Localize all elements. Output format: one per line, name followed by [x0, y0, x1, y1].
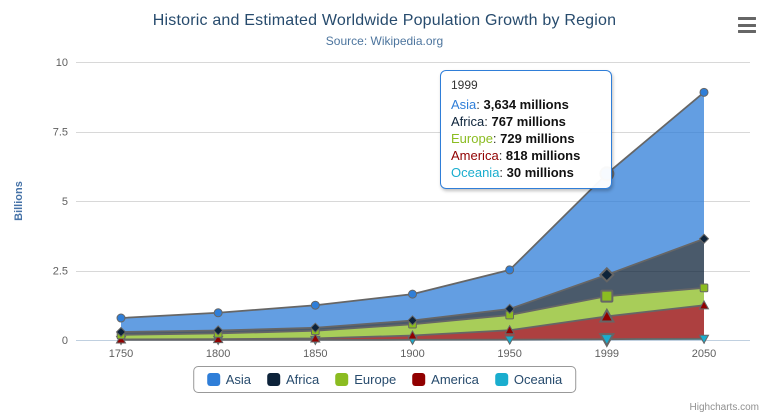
legend-label: America — [431, 372, 479, 387]
credits-link[interactable]: Highcharts.com — [689, 402, 759, 413]
y-axis-title: Billions — [13, 181, 25, 221]
x-tick-label: 1950 — [497, 348, 521, 360]
legend-item-oceania[interactable]: Oceania — [494, 372, 563, 387]
x-tick-label: 1999 — [595, 348, 619, 360]
legend: Asia Africa Europe America Oceania — [192, 366, 577, 393]
x-tick-label: 1850 — [303, 348, 327, 360]
series-area-africa[interactable] — [121, 238, 704, 335]
legend-swatch-africa — [267, 373, 281, 386]
legend-label: Europe — [354, 372, 397, 387]
legend-label: Africa — [286, 372, 320, 387]
hamburger-icon — [738, 17, 756, 20]
legend-swatch-asia — [206, 373, 220, 386]
legend-label: Oceania — [513, 372, 563, 387]
hamburger-icon — [738, 23, 756, 27]
x-tick-label: 1750 — [109, 348, 133, 360]
series-line-africa[interactable] — [115, 233, 710, 338]
legend-swatch-oceania — [494, 373, 508, 386]
y-axis-labels: 0 2.5 5 7.5 10 — [53, 57, 68, 347]
series-area-america[interactable] — [121, 305, 704, 340]
chart-title: Historic and Estimated Worldwide Populat… — [152, 12, 617, 29]
legend-swatch-europe — [335, 373, 349, 386]
legend-item-asia[interactable]: Asia — [206, 372, 252, 387]
x-tick-label: 2050 — [692, 348, 716, 360]
series-area-asia[interactable] — [121, 92, 704, 332]
hamburger-icon — [738, 30, 756, 33]
chart-subtitle: Source: Wikipedia.org — [325, 34, 444, 48]
y-tick-label: 2.5 — [53, 266, 68, 278]
y-tick-label: 5 — [62, 196, 68, 208]
legend-swatch-america — [412, 373, 426, 386]
legend-item-africa[interactable]: Africa — [267, 372, 319, 387]
x-tick-label: 1800 — [206, 348, 230, 360]
y-tick-label: 7.5 — [53, 127, 68, 139]
legend-label: Asia — [225, 372, 252, 387]
x-tick-label: 1900 — [400, 348, 424, 360]
legend-item-america[interactable]: America — [412, 372, 479, 387]
export-menu-button[interactable] — [735, 14, 759, 36]
y-tick-label: 0 — [62, 335, 68, 347]
x-axis-labels: 1750 1800 1850 1900 1950 1999 2050 — [109, 348, 716, 360]
y-tick-label: 10 — [56, 57, 68, 69]
legend-item-europe[interactable]: Europe — [335, 372, 396, 387]
